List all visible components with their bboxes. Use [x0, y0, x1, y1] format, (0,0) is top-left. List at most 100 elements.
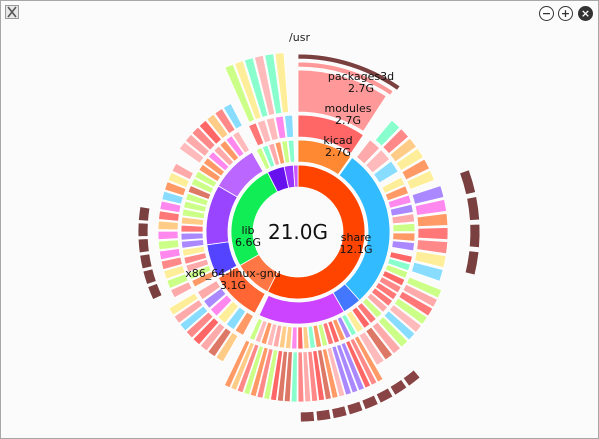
- sunburst-segment-75[interactable]: [248, 122, 265, 147]
- sunburst-segment-105[interactable]: [345, 339, 372, 389]
- sunburst-segment-12[interactable]: [389, 203, 414, 217]
- sunburst-segment-72[interactable]: [219, 139, 240, 162]
- sunburst-segment-14[interactable]: [392, 222, 416, 233]
- sunburst-segment-126[interactable]: [223, 339, 251, 389]
- sunburst-segment-160[interactable]: [264, 53, 283, 115]
- sunburst-segment-packages3d[interactable]: [297, 69, 387, 132]
- sunburst-segment-23[interactable]: [370, 287, 394, 307]
- sunburst-segment-124[interactable]: [236, 343, 260, 394]
- sunburst-segment-47[interactable]: [234, 311, 254, 336]
- sunburst-segment-170[interactable]: [346, 400, 364, 416]
- sunburst-segment-85[interactable]: [406, 169, 436, 191]
- sunburst-segment-116[interactable]: [290, 351, 298, 403]
- sunburst-segment-5[interactable]: [287, 139, 296, 163]
- sunburst-segment-155[interactable]: [222, 102, 243, 130]
- sunburst-segment-153[interactable]: [206, 113, 229, 140]
- sunburst-segment-113[interactable]: [307, 350, 319, 402]
- sunburst-segment-share-purple[interactable]: [258, 292, 345, 325]
- sunburst-segment-150[interactable]: [184, 133, 210, 158]
- sunburst-segment-59[interactable]: [180, 232, 204, 241]
- sunburst-segment-127[interactable]: [215, 331, 239, 363]
- sunburst-segment-138[interactable]: [160, 256, 183, 271]
- sunburst-segment-156[interactable]: [224, 63, 256, 123]
- sunburst-segment-36[interactable]: [307, 325, 316, 349]
- sunburst-segment-67[interactable]: [194, 170, 218, 188]
- sunburst-segment-54[interactable]: [187, 264, 212, 281]
- sunburst-segment-143[interactable]: [158, 210, 180, 222]
- sunburst-segment-118[interactable]: [276, 350, 288, 402]
- sunburst-segment-162[interactable]: [459, 169, 477, 196]
- sunburst-segment-147[interactable]: [167, 171, 190, 189]
- sunburst-segment-168[interactable]: [375, 387, 394, 404]
- sunburst-segment-9[interactable]: [381, 176, 406, 194]
- sunburst-segment-49[interactable]: [217, 300, 240, 324]
- sunburst-segment-31[interactable]: [331, 318, 346, 342]
- sunburst-segment-42[interactable]: [272, 324, 283, 348]
- sunburst-segment-176[interactable]: [139, 253, 153, 270]
- maximize-button[interactable]: +: [558, 6, 573, 21]
- sunburst-segment-57[interactable]: [181, 245, 206, 257]
- sunburst-segment-135[interactable]: [170, 281, 193, 299]
- sunburst-segment-97[interactable]: [388, 303, 423, 334]
- sunburst-segment-100[interactable]: [371, 321, 402, 355]
- sunburst-segment-7[interactable]: [364, 149, 391, 174]
- sunburst-segment-28[interactable]: [345, 310, 364, 334]
- sunburst-segment-145[interactable]: [161, 190, 184, 205]
- sunburst-segment-66[interactable]: [190, 177, 215, 194]
- sunburst-segment-104[interactable]: [349, 337, 378, 386]
- sunburst-segment-76[interactable]: [256, 119, 272, 144]
- sunburst-segment-157[interactable]: [233, 60, 262, 121]
- sunburst-segment-142[interactable]: [157, 220, 179, 231]
- sunburst-segment-149[interactable]: [178, 141, 205, 164]
- sunburst-segment-50[interactable]: [209, 294, 233, 317]
- sunburst-segment-106[interactable]: [340, 341, 365, 392]
- sunburst-segment-rim-2[interactable]: [297, 53, 401, 91]
- sunburst-segment-30[interactable]: [336, 316, 352, 340]
- sunburst-segment-17[interactable]: [389, 251, 413, 264]
- sunburst-segment-71[interactable]: [213, 145, 235, 167]
- sunburst-segment-68[interactable]: [198, 163, 222, 183]
- sunburst-segment-87[interactable]: [414, 198, 448, 216]
- sunburst-segment-95[interactable]: [398, 290, 434, 317]
- sunburst-segment-65[interactable]: [187, 185, 212, 201]
- sunburst-segment-158[interactable]: [243, 57, 269, 118]
- sunburst-segment-137[interactable]: [163, 264, 186, 280]
- sunburst-segment-63[interactable]: [183, 200, 207, 213]
- sunburst-segment-109[interactable]: [326, 346, 346, 398]
- sunburst-segment-1[interactable]: [261, 144, 276, 169]
- sunburst-segment-21[interactable]: [378, 276, 402, 294]
- sunburst-segment-178[interactable]: [137, 222, 149, 238]
- sunburst-segment-modules[interactable]: [297, 114, 364, 154]
- sunburst-segment-kicad[interactable]: [297, 139, 352, 176]
- sunburst-segment-40[interactable]: [284, 326, 293, 350]
- sunburst-segment-172[interactable]: [315, 408, 332, 422]
- sunburst-segment-110[interactable]: [321, 348, 339, 399]
- sunburst-segment-103[interactable]: [353, 335, 384, 383]
- sunburst-segment-177[interactable]: [137, 238, 150, 254]
- sunburst-segment-84[interactable]: [401, 158, 431, 181]
- sunburst-segment-132[interactable]: [179, 305, 209, 332]
- sunburst-segment-2[interactable]: [268, 142, 281, 167]
- sunburst-segment-69[interactable]: [202, 157, 226, 177]
- sunburst-segment-173[interactable]: [299, 410, 315, 423]
- sunburst-segment-29[interactable]: [341, 313, 358, 337]
- sunburst-segment-13[interactable]: [391, 213, 415, 225]
- sunburst-segment-117[interactable]: [283, 351, 293, 403]
- sunburst-segment-154[interactable]: [214, 107, 236, 135]
- sunburst-segment-134[interactable]: [168, 292, 199, 316]
- sunburst-segment-86[interactable]: [411, 185, 445, 205]
- sunburst-segment-167[interactable]: [389, 378, 408, 396]
- sunburst-segment-60[interactable]: [180, 224, 204, 233]
- sunburst-segment-15[interactable]: [392, 232, 416, 242]
- sunburst-segment-6[interactable]: [355, 139, 381, 165]
- sunburst-segment-18[interactable]: [387, 257, 411, 272]
- sunburst-segment-151[interactable]: [191, 126, 216, 151]
- sunburst-segment-74[interactable]: [232, 130, 251, 154]
- sunburst-segment-0[interactable]: [255, 147, 271, 171]
- sunburst-segment-19[interactable]: [384, 263, 409, 279]
- sunburst-segment-169[interactable]: [361, 394, 379, 411]
- sunburst-segment-41[interactable]: [278, 325, 288, 349]
- close-button[interactable]: ×: [578, 6, 593, 21]
- sunburst-segment-133[interactable]: [173, 299, 204, 324]
- sunburst-segment-115[interactable]: [297, 351, 305, 403]
